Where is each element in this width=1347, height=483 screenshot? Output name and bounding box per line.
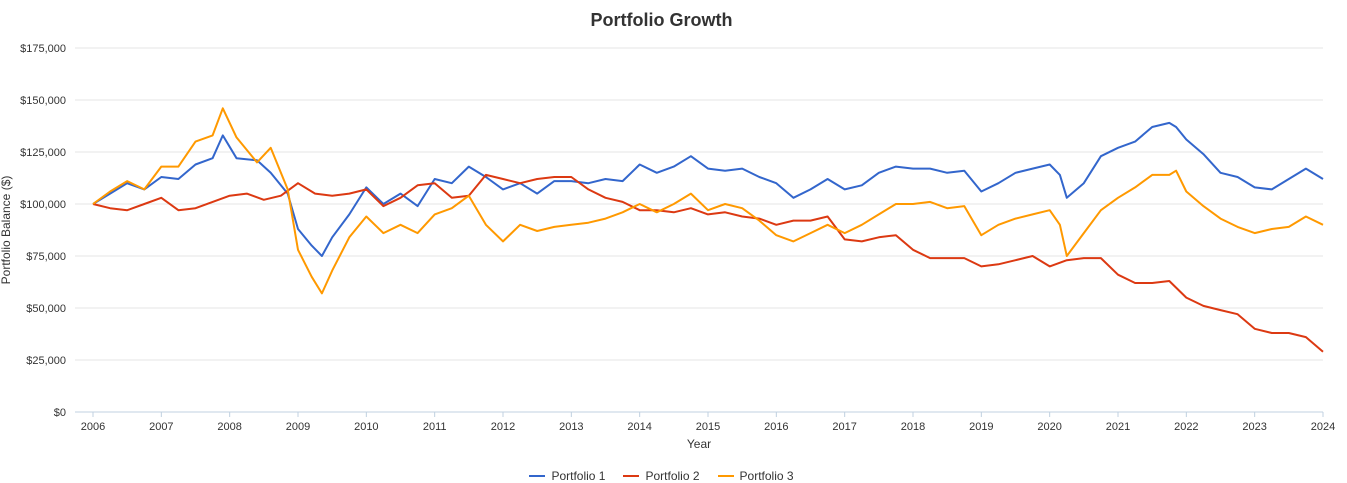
legend-label: Portfolio 2 [645, 468, 700, 483]
y-tick-label: $175,000 [20, 43, 66, 55]
y-tick-label: $75,000 [26, 251, 66, 263]
x-tick-label: 2011 [423, 421, 447, 433]
x-tick-label: 2020 [1037, 421, 1061, 433]
x-tick-label: 2023 [1242, 421, 1266, 433]
x-tick-label: 2006 [81, 421, 105, 433]
series-line [92, 107, 1324, 295]
x-tick-label: 2015 [696, 421, 720, 433]
x-tick-label: 2018 [901, 421, 925, 433]
x-tick-label: 2008 [217, 421, 241, 433]
y-tick-label: $50,000 [26, 303, 66, 315]
x-tick-label: 2016 [764, 421, 788, 433]
legend-item[interactable]: Portfolio 2 [623, 468, 700, 483]
x-tick-label: 2021 [1106, 421, 1130, 433]
x-tick-label: 2010 [354, 421, 378, 433]
x-tick-label: 2022 [1174, 421, 1198, 433]
legend-swatch [529, 474, 546, 477]
x-tick-label: 2012 [491, 421, 515, 433]
x-tick-label: 2017 [832, 421, 856, 433]
x-tick-label: 2007 [149, 421, 173, 433]
series-lines [92, 107, 1324, 353]
x-tick-label: 2024 [1311, 421, 1335, 433]
legend-label: Portfolio 1 [551, 468, 606, 483]
series-line [92, 173, 1324, 353]
legend: Portfolio 1 Portfolio 2 Portfolio 3 [0, 468, 1323, 483]
x-tick-label: 2019 [969, 421, 993, 433]
x-axis-title: Year [687, 437, 711, 451]
chart-title: Portfolio Growth [590, 10, 733, 30]
y-tick-label: $25,000 [26, 355, 66, 367]
y-tick-label: $125,000 [20, 147, 66, 159]
x-tick-label: 2013 [559, 421, 583, 433]
y-axis-title: Portfolio Balance ($) [0, 176, 13, 285]
tick-labels: $0 $25,000 $50,000 $75,000 $100,000 $125,000 $… [20, 43, 1335, 433]
y-tick-label: $0 [54, 407, 66, 419]
x-tick-label: 2014 [627, 421, 651, 433]
legend-swatch [717, 474, 734, 477]
x-tick-label: 2009 [286, 421, 310, 433]
grid-lines [75, 47, 1323, 413]
y-tick-label: $100,000 [20, 199, 66, 211]
legend-swatch [623, 474, 640, 477]
legend-label: Portfolio 3 [739, 468, 794, 483]
axes [75, 411, 1324, 417]
y-tick-label: $150,000 [20, 95, 66, 107]
series-line [92, 121, 1324, 257]
legend-item[interactable]: Portfolio 1 [529, 469, 605, 483]
legend-item[interactable]: Portfolio 3 [717, 468, 794, 483]
